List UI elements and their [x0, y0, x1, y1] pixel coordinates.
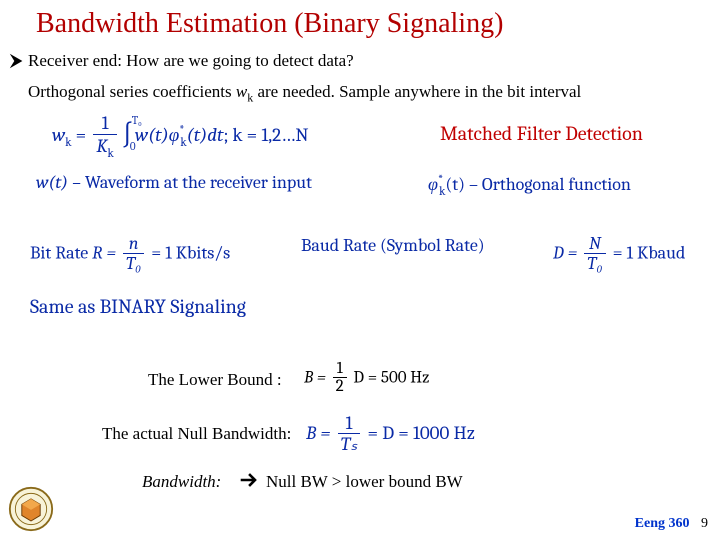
- bitrate-den: T₀: [123, 254, 144, 274]
- eq-semi: ; k = 1,2…N: [223, 124, 308, 146]
- D-num: N: [584, 235, 605, 254]
- bit-rate: Bit Rate R = nT₀ = 1 Kbits/s: [30, 235, 230, 274]
- same-as-binary: Same as BINARY Signaling: [30, 295, 246, 318]
- null-den: Tₛ: [341, 433, 358, 455]
- bandwidth-label: Bandwidth:: [142, 472, 221, 492]
- bitrate-label: Bit Rate: [30, 243, 92, 264]
- line2-wk: w: [236, 82, 247, 101]
- def-waveform: w(t) – Waveform at the receiver input: [36, 172, 312, 193]
- eq-den1: K: [96, 135, 107, 157]
- lb-tail: D = 500 Hz: [350, 368, 430, 387]
- def-orthogonal: φ*k(t) – Orthogonal function: [428, 172, 631, 198]
- lb-den: 2: [333, 378, 347, 397]
- bitrate-val: = 1 Kbits/s: [147, 243, 230, 264]
- lower-bound-label: The Lower Bound :: [148, 370, 282, 390]
- equation-wk: wk = 1Kk∫T₀0w(t)φ*k(t)dt; k = 1,2…N: [52, 113, 309, 160]
- null-num: 1: [338, 414, 361, 434]
- null-bw-eq: B = 1Tₛ = D = 1000 Hz: [306, 414, 475, 455]
- slide: { "title": "Bandwidth Estimation (Binary…: [0, 0, 720, 540]
- D-label: D =: [553, 243, 581, 264]
- triangle-bullet-icon: [8, 52, 26, 70]
- eq-phi: φ: [169, 124, 180, 146]
- int-bot: 0: [130, 140, 136, 153]
- university-logo-icon: [8, 486, 54, 532]
- eq-tail: (t)dt: [187, 124, 224, 146]
- footer: Eeng 360 9: [635, 516, 708, 532]
- page-number: 9: [701, 516, 708, 531]
- integral-icon: ∫T₀0: [122, 120, 133, 150]
- line2-part-a: Orthogonal series coefficients: [28, 82, 236, 101]
- lb-num: 1: [333, 360, 347, 378]
- defo-b: (t) – Orthogonal function: [445, 174, 631, 195]
- baud-rate-label: Baud Rate (Symbol Rate): [301, 235, 485, 256]
- D-val: = 1 Kbaud: [609, 243, 686, 264]
- defo-phi: φ: [428, 174, 438, 195]
- D-den: T₀: [584, 254, 605, 274]
- matched-filter-label: Matched Filter Detection: [440, 122, 643, 145]
- baud-rate-eq: D = NT₀ = 1 Kbaud: [553, 235, 685, 274]
- eq-den1k: k: [108, 146, 114, 160]
- null-bw-label: The actual Null Bandwidth:: [102, 424, 291, 444]
- bitrate-R: R =: [92, 243, 120, 264]
- lower-bound-eq: B = 12 D = 500 Hz: [304, 360, 429, 397]
- int-top: T₀: [132, 114, 142, 127]
- course-code: Eeng 360: [635, 516, 690, 531]
- defw-b: Waveform at the receiver input: [85, 172, 312, 193]
- lb-B: B =: [304, 368, 330, 387]
- null-B: B =: [306, 422, 335, 444]
- null-tail: = D = 1000 Hz: [363, 422, 475, 444]
- eq-num1: 1: [93, 113, 116, 135]
- bandwidth-text: Null BW > lower bound BW: [266, 472, 463, 492]
- bitrate-num: n: [123, 235, 144, 254]
- eq-wt: w(t): [135, 124, 169, 146]
- defw-a: w(t) –: [36, 172, 85, 193]
- bullet-line-2: Orthogonal series coefficients wk are ne…: [28, 82, 581, 105]
- line2-part-b: are needed. Sample anywhere in the bit i…: [253, 82, 581, 101]
- bullet-line-1: Receiver end: How are we going to detect…: [28, 51, 354, 71]
- eq-w: w: [52, 124, 65, 146]
- slide-title: Bandwidth Estimation (Binary Signaling): [36, 8, 503, 40]
- eq-eq: =: [72, 124, 91, 146]
- right-arrow-icon: [240, 470, 260, 495]
